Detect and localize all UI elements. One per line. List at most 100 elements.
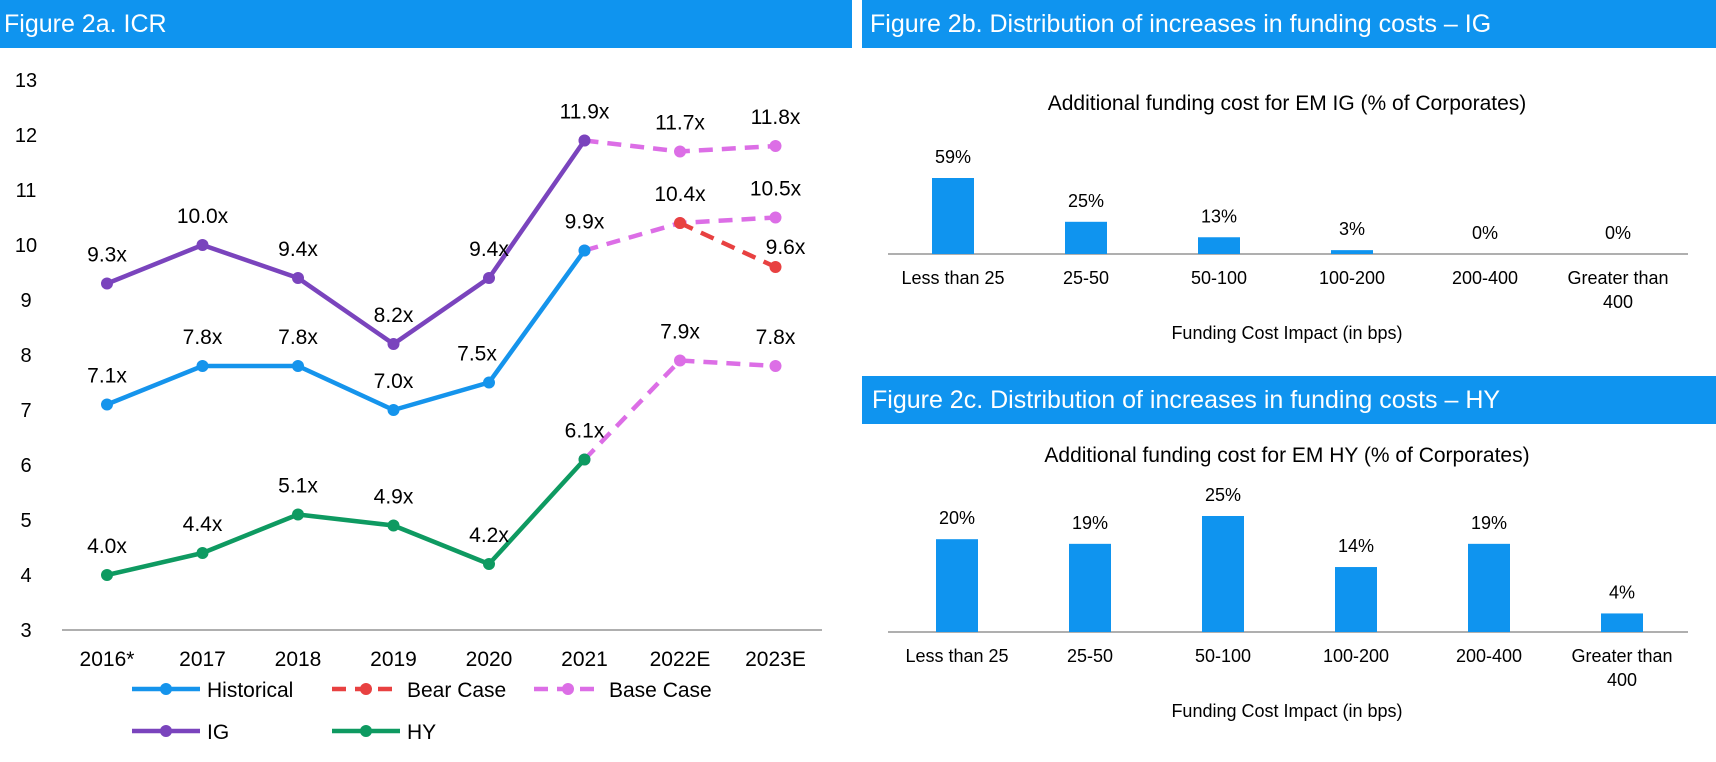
data-point-hy [101, 569, 113, 581]
data-label: 14% [1338, 536, 1374, 556]
data-label: 4% [1609, 582, 1635, 602]
data-label: 7.8x [183, 326, 223, 349]
y-tick-label: 7 [20, 400, 31, 422]
bar [1468, 543, 1510, 632]
data-label: 9.9x [565, 211, 605, 234]
x-tick-label: Greater than [1571, 646, 1672, 666]
legend-label: HY [407, 721, 436, 744]
ig-funding-bar-chart: Additional funding cost for EM IG (% of … [888, 92, 1688, 343]
data-label: 9.3x [87, 244, 127, 267]
data-point-base-case [769, 140, 782, 152]
data-point-base-case [674, 145, 686, 158]
data-label: 19% [1072, 513, 1108, 533]
data-point-bear-case [769, 261, 782, 273]
data-point-hy [292, 508, 304, 521]
legend-swatch-marker [360, 683, 372, 695]
data-point-ig [292, 272, 304, 284]
figure-2b-header: Figure 2b. Distribution of increases in … [862, 0, 1716, 48]
data-label: 7.0x [374, 370, 414, 393]
bar [936, 539, 978, 632]
legend-label: Bear Case [407, 679, 506, 702]
data-label: 19% [1471, 513, 1507, 533]
data-label: 9.4x [469, 238, 509, 261]
x-tick-label: 2020 [466, 648, 513, 671]
bar [1202, 516, 1244, 632]
data-point-bear-case [674, 217, 686, 229]
data-label: 4.0x [87, 535, 127, 558]
data-label: 4.4x [183, 513, 223, 536]
data-point-ig [196, 239, 209, 251]
data-point-ig [101, 277, 113, 290]
data-label: 9.6x [766, 236, 806, 259]
y-tick-label: 5 [20, 510, 31, 532]
legend-swatch-marker [160, 683, 172, 695]
data-point-hy [578, 453, 591, 466]
data-point-hy [387, 519, 400, 532]
x-axis-title: Funding Cost Impact (in bps) [1171, 323, 1402, 343]
data-point-historical [292, 360, 304, 372]
data-label: 59% [935, 147, 971, 167]
y-tick-label: 3 [20, 620, 31, 642]
x-tick-label: 100-200 [1323, 646, 1389, 666]
data-label: 11.7x [655, 112, 705, 135]
data-point-historical [483, 376, 495, 389]
y-tick-label: 11 [16, 180, 37, 202]
data-label: 9.4x [278, 238, 318, 261]
data-point-hy [483, 558, 495, 570]
data-label: 8.2x [374, 304, 414, 327]
data-label: 25% [1068, 191, 1104, 211]
data-point-base-case [769, 360, 782, 372]
x-tick-label: 2018 [275, 648, 322, 671]
bar [1331, 250, 1373, 254]
series-line-historical [106, 249, 587, 413]
y-tick-label: 4 [20, 565, 31, 587]
x-tick-label: 2019 [370, 648, 417, 671]
x-tick-label: 200-400 [1456, 646, 1522, 666]
x-axis-title: Funding Cost Impact (in bps) [1171, 701, 1402, 721]
data-label: 10.5x [750, 178, 802, 201]
x-tick-label: 200-400 [1452, 268, 1518, 288]
x-tick-label: 2022E [650, 648, 711, 671]
x-tick-label: Less than 25 [901, 268, 1004, 288]
data-label: 7.1x [87, 365, 127, 388]
x-tick-label: 100-200 [1319, 268, 1385, 288]
data-point-base-case [674, 354, 686, 367]
x-tick-label: Greater than [1567, 268, 1668, 288]
data-label: 3% [1339, 219, 1365, 239]
x-tick-label: 2021 [561, 648, 608, 671]
data-label: 5.1x [278, 475, 318, 498]
x-tick-label: 2016* [80, 648, 135, 671]
series-line-ig [106, 139, 587, 347]
legend-label: Base Case [609, 679, 712, 702]
data-label: 7.8x [756, 326, 796, 349]
data-label: 4.9x [374, 486, 414, 509]
data-label: 10.4x [654, 183, 706, 206]
y-tick-label: 13 [15, 70, 37, 92]
legend-label: IG [207, 721, 229, 744]
data-point-ig [387, 338, 400, 350]
x-tick-label: 25-50 [1067, 646, 1113, 666]
x-tick-label: 2023E [745, 648, 806, 671]
data-label: 0% [1472, 223, 1498, 243]
data-point-historical [578, 244, 591, 257]
y-tick-label: 9 [20, 290, 31, 312]
x-tick-label: 25-50 [1063, 268, 1109, 288]
chart-title: Additional funding cost for EM HY (% of … [1044, 444, 1529, 467]
legend-swatch-marker [562, 683, 574, 695]
data-label: 7.8x [278, 326, 318, 349]
icr-line-chart: 3 4 5 6 7 8 9 10 11 12 13 2016* 2017 2018 2019 2020 2021… [15, 70, 822, 744]
data-label: 7.9x [660, 321, 700, 344]
x-tick-label: Less than 25 [905, 646, 1008, 666]
data-label: 10.0x [177, 205, 229, 228]
bar [1065, 221, 1107, 254]
bar [932, 178, 974, 254]
y-tick-label: 10 [15, 235, 37, 257]
x-tick-label: 50-100 [1191, 268, 1247, 288]
bar [1198, 237, 1240, 254]
data-label: 0% [1605, 223, 1631, 243]
x-tick-label: 50-100 [1195, 646, 1251, 666]
data-label: 6.1x [565, 420, 605, 443]
x-tick-label: 400 [1607, 670, 1637, 690]
data-point-hy [196, 547, 209, 559]
